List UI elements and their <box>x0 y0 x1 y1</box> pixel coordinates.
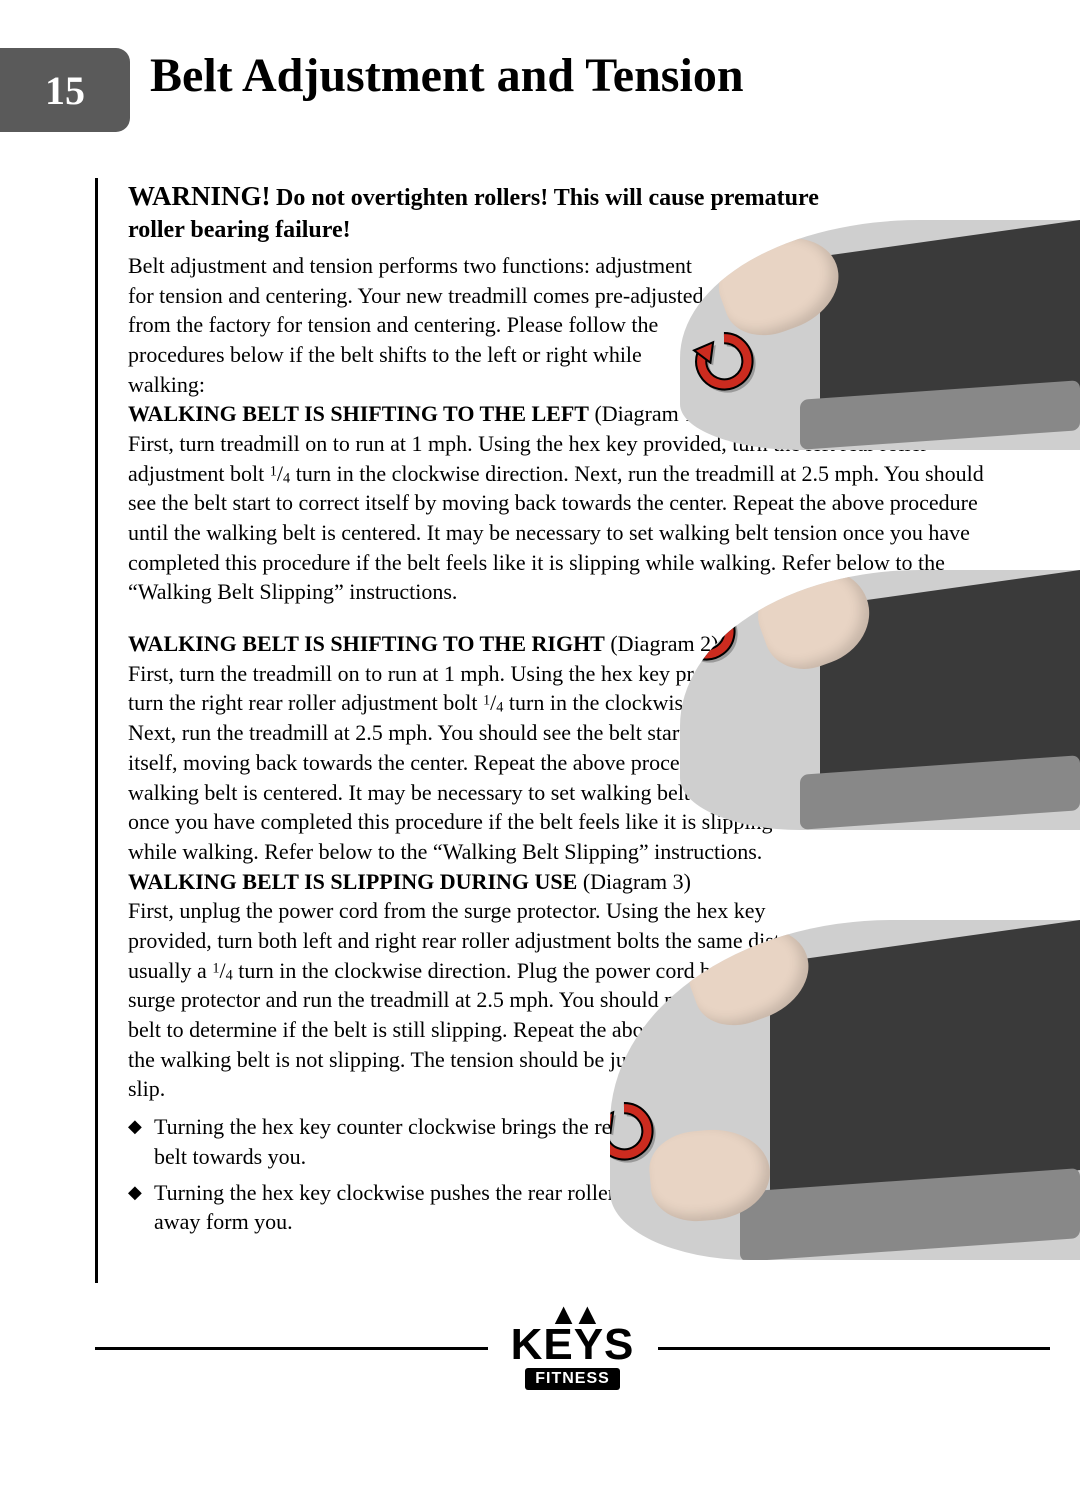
footer: ▲▲ KEYS FITNESS <box>95 1306 1050 1390</box>
treadmill-belt <box>770 920 1080 1214</box>
fraction: 1/4 <box>483 690 503 715</box>
footer-rule-left <box>95 1347 488 1350</box>
footer-rule-right <box>658 1347 1051 1350</box>
page-number-tab: 15 <box>0 48 130 132</box>
fraction: 1/4 <box>270 461 290 486</box>
rotation-arrow-icon <box>680 600 740 668</box>
diagram-1 <box>680 220 1080 450</box>
fraction: 1/4 <box>212 958 232 983</box>
section-left-head: WALKING BELT IS SHIFTING TO THE LEFT <box>128 401 589 426</box>
logo-brand: KEYS <box>511 1324 635 1366</box>
section-slip-head: WALKING BELT IS SLIPPING DURING USE <box>128 869 577 894</box>
warning-lead: WARNING! <box>128 181 271 211</box>
brand-logo: ▲▲ KEYS FITNESS <box>488 1306 658 1390</box>
logo-sub: FITNESS <box>525 1368 620 1390</box>
warning-line1: Do not overtighten rollers! This will ca… <box>276 185 819 211</box>
page-title: Belt Adjustment and Tension <box>150 48 744 103</box>
page-number: 15 <box>45 67 85 114</box>
rotation-arrow-icon <box>690 330 758 398</box>
section-slip-diagram-ref: (Diagram 3) <box>583 869 691 894</box>
intro-paragraph: Belt adjustment and tension performs two… <box>128 251 708 399</box>
rotation-arrow-icon <box>610 1100 658 1168</box>
section-right-head: WALKING BELT IS SHIFTING TO THE RIGHT <box>128 631 605 656</box>
